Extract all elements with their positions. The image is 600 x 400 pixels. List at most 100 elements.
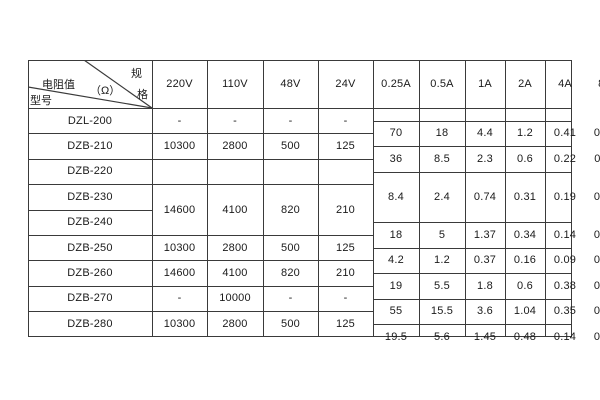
current-cell: 0.06 bbox=[593, 330, 600, 343]
resistance-cell: 125 bbox=[336, 317, 355, 330]
grid-line-v bbox=[505, 60, 506, 337]
column-header-2a: 2A bbox=[518, 78, 532, 90]
current-cell: 0.14 bbox=[553, 330, 577, 343]
current-cell: 15.5 bbox=[430, 305, 454, 318]
current-cell-merged: 0.31 bbox=[513, 190, 537, 203]
current-cell: 5 bbox=[438, 228, 446, 241]
resistance-cell: 125 bbox=[336, 140, 355, 153]
model-name-cell: DZB-240 bbox=[67, 216, 113, 229]
resistance-cell: 10300 bbox=[163, 241, 196, 254]
resistance-cell-merged: 14600 bbox=[163, 203, 196, 216]
grid-line-h-current bbox=[373, 146, 572, 148]
current-cell: 0.41 bbox=[553, 127, 577, 140]
current-cell: 0.06 bbox=[593, 228, 600, 241]
grid-line-h-current bbox=[373, 222, 572, 224]
grid-line-h-current bbox=[373, 323, 572, 325]
resistance-cell: - bbox=[288, 114, 293, 127]
grid-line-h-current bbox=[373, 273, 572, 275]
grid-line-h bbox=[28, 133, 373, 135]
specification-table: 规 格 电阻值 （Ω） 型号 220V 110V 48V 24V 0.25A 0… bbox=[28, 60, 600, 343]
resistance-cell-merged: 4100 bbox=[222, 203, 248, 216]
resistance-cell: 125 bbox=[336, 241, 355, 254]
current-cell: 0.37 bbox=[473, 254, 497, 267]
grid-line-h bbox=[28, 311, 373, 313]
resistance-cell bbox=[263, 159, 318, 184]
current-cell: 0.34 bbox=[513, 228, 537, 241]
current-cell: 5.5 bbox=[434, 279, 450, 292]
column-header-110v: 110V bbox=[222, 78, 248, 90]
current-cell-merged: 8.4 bbox=[388, 190, 404, 203]
current-cell: 3.6 bbox=[477, 305, 493, 318]
current-cell-merged: 2.4 bbox=[434, 190, 450, 203]
resistance-cell-merged: 210 bbox=[336, 203, 355, 216]
resistance-cell: - bbox=[233, 114, 237, 127]
resistance-cell: 2800 bbox=[222, 317, 248, 330]
resistance-cell: 10300 bbox=[163, 317, 196, 330]
current-cell: 0.16 bbox=[513, 254, 537, 267]
grid-line-h-partial bbox=[28, 209, 152, 211]
resistance-cell: 820 bbox=[281, 267, 300, 280]
corner-diagonal-lines bbox=[28, 60, 152, 108]
current-cell: 1.2 bbox=[434, 254, 450, 267]
grid-line-v bbox=[465, 60, 466, 337]
current-cell: 0.09 bbox=[553, 254, 577, 267]
resistance-cell: - bbox=[177, 292, 182, 305]
current-cell: 19.5 bbox=[384, 330, 408, 343]
grid-line-v bbox=[207, 60, 208, 337]
column-header-220v: 220V bbox=[166, 78, 193, 90]
model-name-cell: DZL-200 bbox=[67, 114, 113, 127]
grid-line-v bbox=[263, 60, 264, 337]
current-cell: 55 bbox=[389, 305, 403, 318]
current-cell: 1.37 bbox=[473, 228, 497, 241]
grid-line-h bbox=[28, 285, 373, 287]
column-header-48v: 48V bbox=[280, 78, 301, 90]
resistance-cell: 500 bbox=[281, 241, 300, 254]
current-cell: 0.28 bbox=[593, 279, 600, 292]
current-cell: 1.45 bbox=[473, 330, 497, 343]
resistance-cell: 14600 bbox=[163, 267, 196, 280]
corner-label-resistance: 电阻值 bbox=[42, 79, 75, 91]
resistance-cell: - bbox=[343, 292, 348, 305]
column-header-0-5a: 0.5A bbox=[430, 78, 454, 90]
resistance-cell bbox=[152, 159, 207, 184]
current-cell: 0.48 bbox=[513, 330, 537, 343]
current-cell: 5.6 bbox=[434, 330, 450, 343]
current-cell: 18 bbox=[389, 228, 403, 241]
grid-line-h bbox=[28, 235, 373, 236]
model-name-cell: DZB-230 bbox=[67, 190, 113, 203]
resistance-cell: 500 bbox=[281, 140, 300, 153]
grid-line-header-bottom bbox=[28, 108, 572, 109]
current-cell-merged: 0.74 bbox=[473, 190, 497, 203]
current-cell: 4.4 bbox=[477, 127, 493, 140]
current-cell: 19 bbox=[389, 279, 403, 292]
grid-line-h-current bbox=[373, 247, 572, 249]
model-name-cell: DZB-270 bbox=[67, 292, 113, 305]
corner-label-spec-2: 格 bbox=[137, 89, 148, 101]
grid-line-h bbox=[28, 260, 373, 262]
resistance-cell: 2800 bbox=[222, 241, 248, 254]
resistance-cell bbox=[318, 159, 373, 184]
current-cell: 18 bbox=[435, 127, 449, 140]
current-cell: 0.6 bbox=[517, 279, 533, 292]
resistance-cell: 2800 bbox=[222, 140, 248, 153]
column-header-0-25a: 0.25A bbox=[381, 78, 411, 90]
grid-line-h-current bbox=[373, 298, 572, 300]
corner-label-spec-1: 规 bbox=[131, 68, 142, 80]
model-name-cell: DZB-250 bbox=[67, 241, 113, 254]
current-cell: 0.11 bbox=[594, 152, 600, 165]
current-cell: 0.16 bbox=[593, 305, 600, 318]
resistance-cell bbox=[207, 159, 263, 184]
resistance-cell: 4100 bbox=[222, 267, 248, 280]
resistance-cell: - bbox=[177, 114, 182, 127]
current-cell: 1.8 bbox=[477, 279, 493, 292]
resistance-cell: 210 bbox=[336, 267, 355, 280]
current-cell: 1.04 bbox=[513, 305, 537, 318]
resistance-cell: 500 bbox=[281, 317, 300, 330]
corner-label-ohm: （Ω） bbox=[90, 85, 121, 97]
column-header-4a: 4A bbox=[558, 78, 572, 90]
column-header-24v: 24V bbox=[335, 78, 356, 90]
grid-line-v bbox=[419, 60, 420, 337]
grid-line-v bbox=[545, 60, 546, 337]
model-name-cell: DZB-220 bbox=[67, 165, 113, 178]
current-cell: 0.22 bbox=[593, 127, 600, 140]
